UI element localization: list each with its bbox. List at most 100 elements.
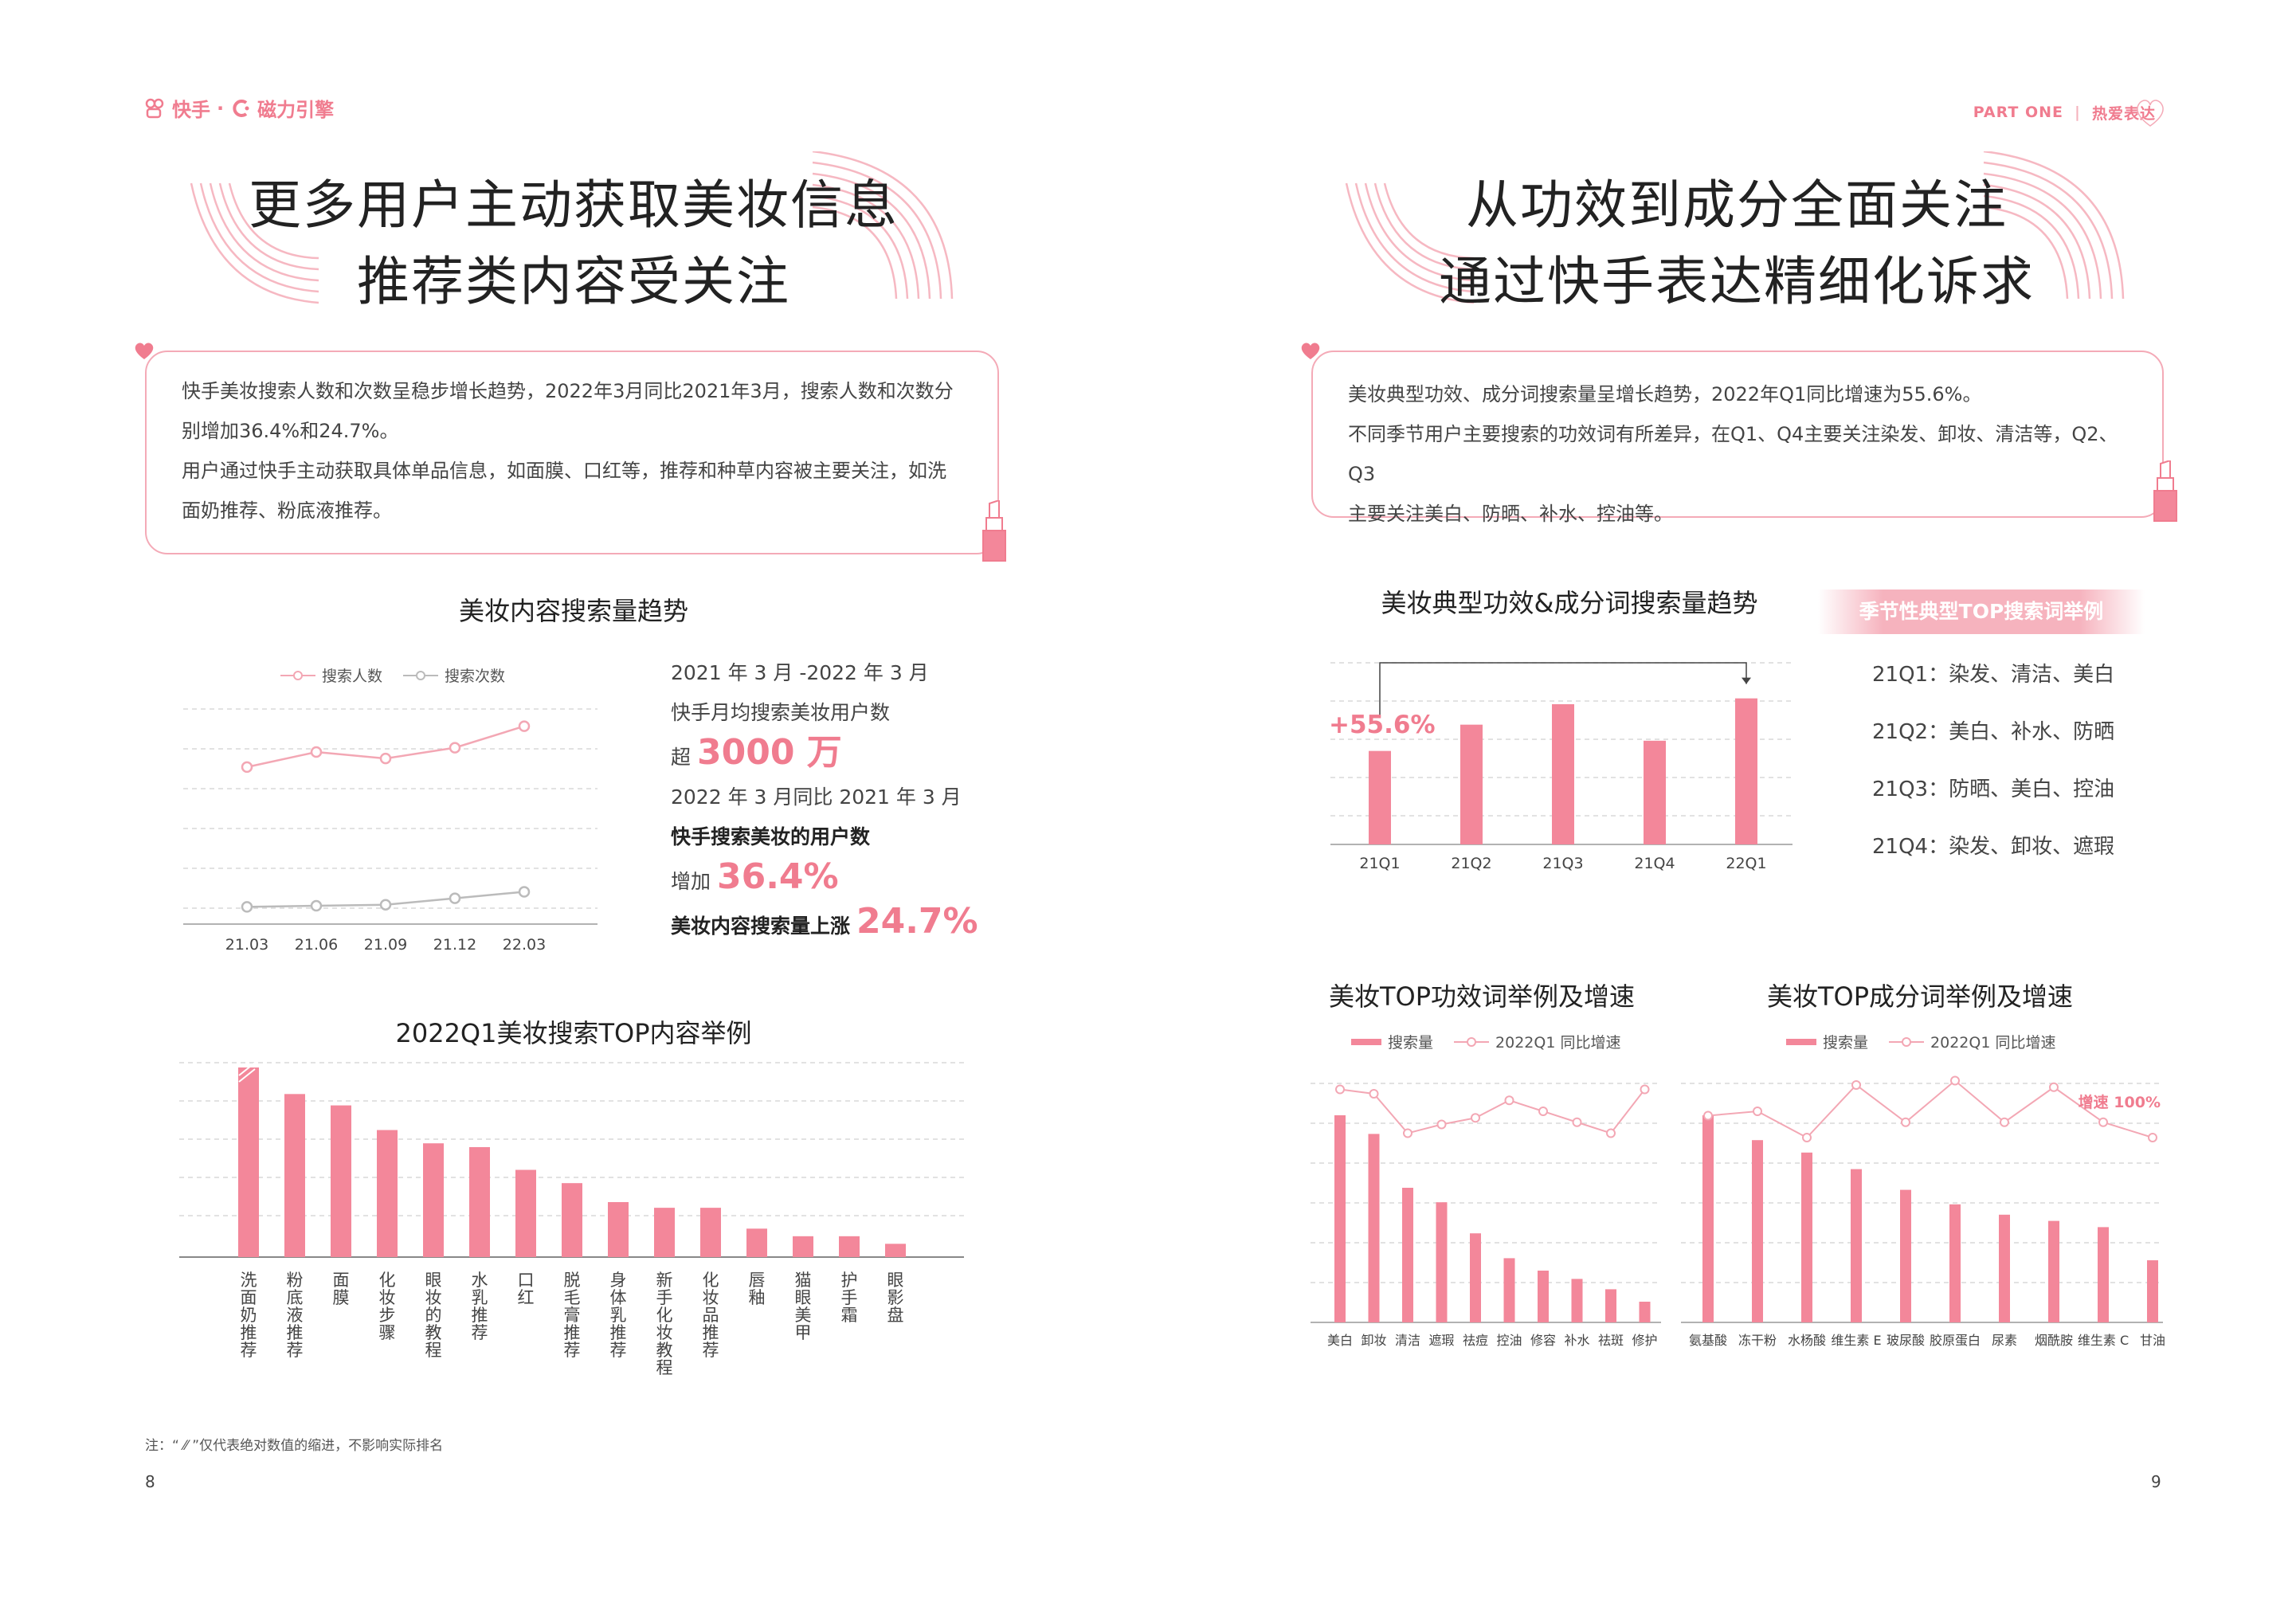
card-text-line: 用户通过快手主动获取具体单品信息，如面膜、口红等，推荐和种草内容被主要关注，如洗	[182, 460, 946, 482]
bar	[515, 1169, 536, 1257]
legend-item-count: 搜索次数	[403, 664, 505, 686]
data-point	[1753, 1107, 1762, 1116]
stat-increase: 增加 36.4%	[671, 857, 1005, 902]
x-tick-label: 眼妆的教程	[425, 1271, 442, 1360]
bar	[885, 1244, 906, 1257]
x-tick-label: 冻干粉	[1738, 1333, 1777, 1348]
season-list: 21Q1：染发、清洁、美白 21Q2：美白、补水、防晒 21Q3：防晒、美白、控…	[1872, 658, 2114, 887]
data-point	[518, 720, 531, 732]
x-tick-label: 21.12	[433, 936, 476, 954]
x-tick-label: 猫眼美甲	[795, 1271, 812, 1342]
data-point	[1901, 1117, 1910, 1127]
bar	[1801, 1152, 1812, 1322]
bar	[423, 1143, 444, 1257]
legend-label: 2022Q1 同比增速	[1495, 1034, 1621, 1052]
bar	[700, 1208, 721, 1257]
bar	[1369, 750, 1391, 844]
heart-icon	[135, 343, 154, 359]
stat-volume-value: 24.7%	[856, 901, 978, 942]
growth-note: 增速 100%	[2079, 1093, 2161, 1111]
bar	[1644, 740, 1666, 844]
brand-logo: 快手 · 磁力引擎	[145, 94, 334, 122]
x-tick-label: 21Q4	[1634, 855, 1675, 872]
bar	[793, 1236, 813, 1257]
data-point	[2000, 1117, 2009, 1127]
data-point	[310, 899, 323, 912]
stat-increase-prefix: 增加	[671, 870, 711, 893]
page-title-right: 从功效到成分全面关注 通过快手表达精细化诉求	[1354, 167, 2119, 320]
card-text-line: 主要关注美白、防晒、补水、控油等。	[1348, 503, 1673, 525]
legend-label: 2022Q1 同比增速	[1930, 1034, 2056, 1052]
bar	[1949, 1204, 1961, 1322]
stat-over: 超 3000 万	[671, 733, 1005, 778]
bar	[1605, 1289, 1616, 1322]
x-tick-label: 21Q3	[1542, 855, 1583, 872]
part-separator: |	[2075, 104, 2081, 121]
ingredient-legend: 搜索量 2022Q1 同比增速	[1786, 1031, 2055, 1052]
kuaishou-logo-icon	[145, 98, 164, 118]
data-point	[1471, 1113, 1480, 1123]
part-topic: 热爱表达	[2091, 104, 2156, 123]
x-tick-label: 尿素	[1992, 1333, 2017, 1348]
trend-chart-title: 美妆内容搜索量趋势	[458, 596, 688, 626]
stat-period: 2021 年 3 月 -2022 年 3 月	[671, 661, 929, 684]
x-tick-label: 面膜	[333, 1271, 350, 1307]
x-tick-label: 21Q1	[1359, 855, 1400, 872]
bar	[562, 1183, 582, 1257]
quarterly-chart-title: 美妆典型功效&成分词搜索量趋势	[1381, 588, 1758, 618]
data-point	[241, 761, 253, 774]
brand-kuaishou: 快手	[172, 99, 210, 121]
bar	[839, 1236, 860, 1257]
card-text-line: 不同季节用户主要搜索的功效词有所差异，在Q1、Q4主要关注染发、卸妆、清洁等，Q…	[1348, 423, 2118, 485]
bar	[331, 1105, 351, 1257]
season-item: 21Q3：防晒、美白、控油	[1872, 778, 2115, 801]
legend-line-marker-icon	[1889, 1036, 1925, 1047]
data-point	[2148, 1133, 2157, 1142]
season-banner: 季节性典型TOP搜索词举例	[1818, 590, 2145, 634]
summary-card-right: 美妆典型功效、成分词搜索量呈增长趋势，2022年Q1同比增速为55.6%。 不同…	[1311, 351, 2164, 525]
x-tick-label: 22Q1	[1726, 855, 1766, 872]
bar	[469, 1146, 490, 1257]
legend-item-users: 搜索人数	[280, 664, 382, 686]
bar	[1571, 1279, 1583, 1322]
arrow-head-icon	[1742, 677, 1751, 684]
data-point	[1504, 1095, 1514, 1106]
x-tick-label: 维生素 E	[1831, 1333, 1881, 1348]
brand-dot: ·	[217, 96, 225, 119]
bar	[1460, 724, 1483, 844]
data-point	[1436, 1119, 1447, 1130]
bar	[1639, 1302, 1651, 1322]
data-point	[1335, 1084, 1345, 1095]
season-item: 21Q1：染发、清洁、美白	[1872, 663, 2115, 687]
stat-increase-value: 36.4%	[716, 856, 839, 897]
title-arc-decoration-left	[190, 151, 954, 304]
legend-bar-marker-icon	[1351, 1038, 1381, 1045]
ingredient-chart-title: 美妆TOP成分词举例及增速	[1766, 981, 2074, 1012]
section-label: PART ONE | 热爱表达	[1973, 94, 2169, 131]
bar	[1735, 698, 1757, 844]
x-tick-label: 甘油	[2140, 1333, 2165, 1348]
growth-line	[1707, 1079, 2153, 1139]
break-mark	[238, 1068, 256, 1083]
x-tick-label: 维生素 C	[2078, 1333, 2129, 1348]
bar	[1402, 1188, 1413, 1322]
data-point	[1572, 1117, 1582, 1127]
bar	[238, 1067, 259, 1257]
lipstick-icon	[2153, 460, 2177, 522]
bar	[2098, 1227, 2109, 1322]
top-content-bar-chart: 洗面奶推荐 粉底液推荐 面膜 化妆步骤 眼妆的教程 水乳推荐 口红 脱毛膏推荐 身体乳推荐 新手化…	[179, 1062, 964, 1377]
bar	[746, 1228, 767, 1257]
stat-volume: 美妆内容搜索量上涨 24.7%	[671, 902, 1005, 946]
bar	[608, 1201, 629, 1257]
x-tick-label: 口红	[518, 1271, 535, 1307]
bar	[1752, 1140, 1763, 1322]
legend-line-marker-icon	[1454, 1036, 1490, 1047]
quarterly-bar-chart: 21Q1 21Q2 21Q3 21Q4 22Q1 +55.6%	[1329, 662, 1793, 872]
x-tick-label: 卸妆	[1361, 1333, 1386, 1348]
bar	[1538, 1271, 1549, 1322]
legend-label: 搜索人数	[322, 668, 383, 685]
x-tick-label: 身体乳推荐	[610, 1271, 627, 1360]
stat-over-prefix: 超	[671, 746, 692, 769]
x-tick-label: 祛痘	[1463, 1333, 1488, 1348]
title-line-1: 从功效到成分全面关注	[1466, 174, 2008, 236]
